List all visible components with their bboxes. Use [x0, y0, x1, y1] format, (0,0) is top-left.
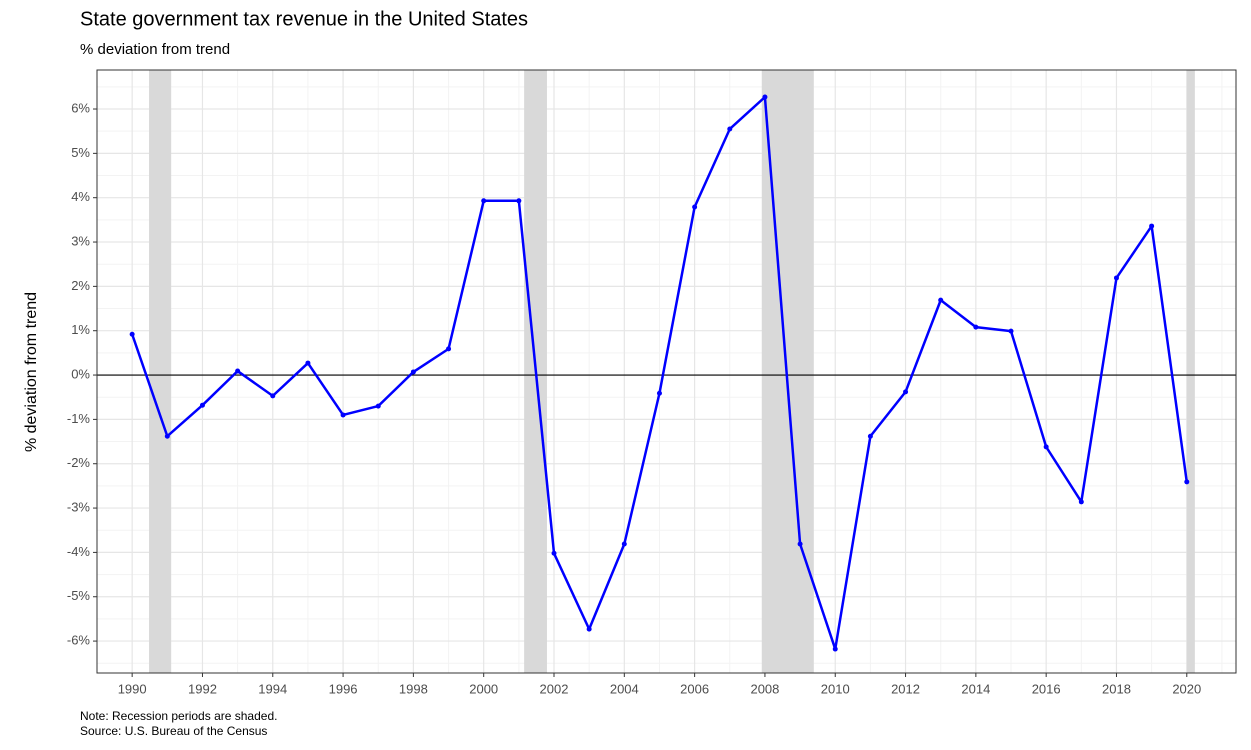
data-point	[762, 94, 768, 100]
x-tick-label: 2018	[1102, 681, 1131, 696]
y-tick-label: 4%	[71, 189, 90, 204]
y-tick-label: -5%	[67, 588, 91, 603]
y-tick-label: -4%	[67, 544, 91, 559]
data-point	[973, 324, 979, 330]
data-point	[586, 626, 592, 632]
x-tick-label: 2014	[961, 681, 990, 696]
y-tick-label: 5%	[71, 145, 90, 160]
data-point	[1008, 328, 1014, 334]
y-tick-label: 0%	[71, 366, 90, 381]
x-tick-label: 2016	[1032, 681, 1061, 696]
plot-background	[97, 70, 1236, 673]
x-tick-label: 1994	[258, 681, 287, 696]
x-tick-label: 1990	[118, 681, 147, 696]
data-point	[270, 393, 276, 399]
x-tick-label: 2006	[680, 681, 709, 696]
data-point	[867, 433, 873, 439]
y-tick-label: 1%	[71, 322, 90, 337]
y-tick-label: 3%	[71, 233, 90, 248]
data-point	[692, 204, 698, 210]
x-tick-label: 2010	[821, 681, 850, 696]
data-point	[410, 369, 416, 375]
data-point	[656, 390, 662, 396]
plot-border	[96, 69, 1237, 674]
data-point	[305, 360, 311, 366]
data-point	[235, 368, 241, 374]
data-point	[621, 541, 627, 547]
data-point	[1149, 223, 1155, 229]
chart-title: State government tax revenue in the Unit…	[80, 8, 528, 30]
data-point	[481, 198, 487, 204]
y-axis-label: % deviation from trend	[23, 292, 40, 452]
x-tick-label: 1992	[188, 681, 217, 696]
data-point	[832, 646, 838, 652]
data-point	[164, 433, 170, 439]
x-tick-label: 2004	[610, 681, 639, 696]
data-point	[1043, 444, 1049, 450]
y-tick-label: 6%	[71, 100, 90, 115]
y-tick-label: -6%	[67, 633, 91, 648]
recession-band	[1186, 70, 1195, 673]
x-tick-label: 2000	[469, 681, 498, 696]
data-point	[727, 126, 733, 132]
y-tick-label: -3%	[67, 499, 91, 514]
x-tick-label: 2020	[1172, 681, 1201, 696]
y-tick-label: 2%	[71, 278, 90, 293]
data-point	[340, 412, 346, 418]
x-tick-label: 2008	[750, 681, 779, 696]
note: Note: Recession periods are shaded.	[80, 709, 277, 723]
data-point	[551, 550, 557, 556]
data-point	[375, 403, 381, 409]
data-point	[199, 402, 205, 408]
data-point	[1184, 479, 1190, 485]
y-tick-label: -1%	[67, 411, 91, 426]
data-point	[129, 331, 135, 337]
data-point	[1078, 499, 1084, 505]
data-point	[797, 541, 803, 547]
data-point	[938, 297, 944, 303]
source: Source: U.S. Bureau of the Census	[80, 724, 267, 738]
y-tick-label: -2%	[67, 455, 91, 470]
x-tick-label: 2002	[540, 681, 569, 696]
x-tick-label: 2012	[891, 681, 920, 696]
chart-subtitle: % deviation from trend	[80, 41, 230, 58]
data-point	[446, 346, 452, 352]
recession-band	[149, 70, 172, 673]
data-point	[1113, 275, 1119, 281]
data-point	[516, 198, 522, 204]
data-point	[903, 389, 909, 395]
x-tick-label: 1996	[329, 681, 358, 696]
x-tick-label: 1998	[399, 681, 428, 696]
